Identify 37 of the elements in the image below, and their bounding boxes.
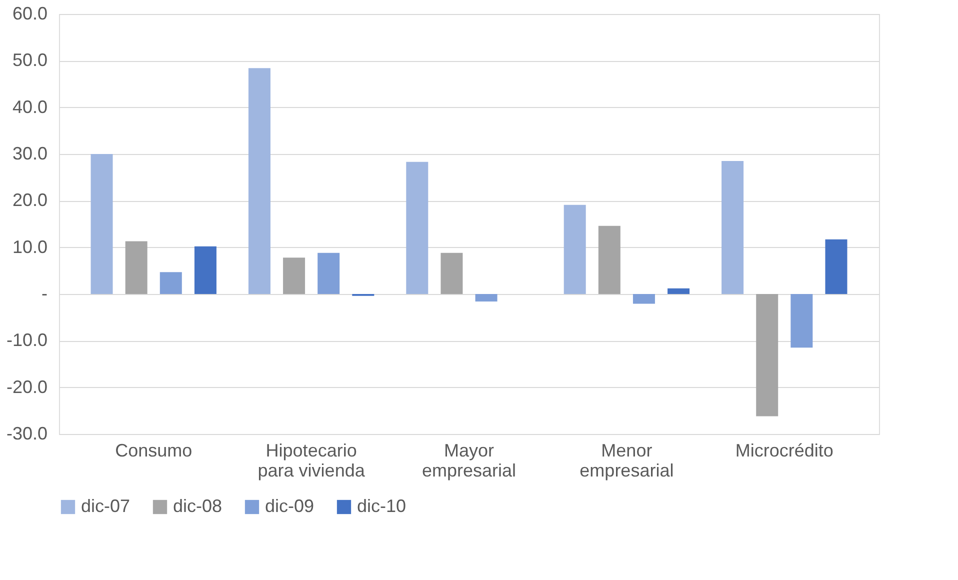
x-tick-label: Menor empresarial: [580, 440, 674, 480]
bar: [406, 162, 428, 294]
x-tick-label: Microcrédito: [735, 440, 834, 460]
bar: [668, 288, 690, 294]
bar: [440, 252, 463, 294]
bar: [722, 161, 744, 294]
bar: [318, 252, 340, 294]
x-tick-label: Consumo: [115, 440, 192, 460]
bar: [825, 239, 848, 294]
y-tick-label: -: [42, 284, 48, 304]
legend-label: dic-08: [173, 496, 222, 516]
y-tick-label: 50.0: [12, 50, 48, 70]
bar: [756, 294, 778, 416]
x-tick-label: Hipotecario para vivienda: [258, 440, 366, 480]
bar: [564, 204, 586, 294]
bar: [90, 154, 113, 294]
y-tick-label: 20.0: [12, 190, 48, 210]
bar: [632, 294, 655, 304]
bar: [790, 294, 813, 348]
bar: [283, 258, 306, 294]
bar: [248, 68, 270, 294]
bar: [194, 246, 216, 294]
y-tick-label: -30.0: [6, 424, 48, 444]
legend-label: dic-09: [265, 496, 314, 516]
y-tick-label: -10.0: [6, 330, 48, 350]
bar: [475, 294, 498, 302]
y-tick-label: 60.0: [12, 4, 48, 24]
bar: [125, 241, 148, 294]
y-tick-label: -20.0: [6, 376, 48, 397]
legend-label: dic-07: [81, 496, 130, 516]
y-tick-label: 10.0: [12, 236, 48, 257]
legend-label: dic-10: [357, 496, 406, 516]
bar: [160, 272, 182, 294]
y-tick-label: 40.0: [12, 96, 48, 117]
bar: [598, 226, 620, 294]
y-tick-label: 30.0: [12, 144, 48, 164]
x-tick-label: Mayor empresarial: [422, 440, 516, 480]
